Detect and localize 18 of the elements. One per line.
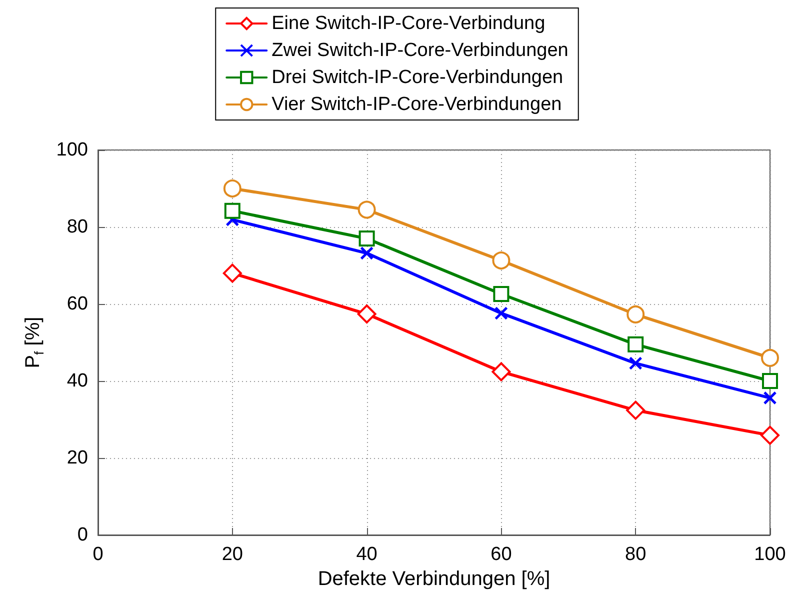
legend-label: Eine Switch-IP-Core-Verbindung	[272, 13, 546, 34]
x-tick-label: 100	[754, 544, 786, 565]
x-tick-label: 0	[92, 544, 104, 565]
x-tick-label: 80	[625, 544, 646, 565]
x-tick-label: 20	[222, 544, 243, 565]
y-tick-label: 80	[66, 216, 88, 238]
x-axis-title: Defekte Verbindungen [%]	[318, 568, 550, 590]
y-tick-label: 100	[56, 140, 88, 160]
y-tick-label: 20	[66, 448, 88, 468]
y-tick-label: 60	[66, 294, 88, 314]
y-tick-label: 0	[77, 524, 88, 546]
y-axis-title: Pf [%]	[22, 316, 46, 368]
legend-label: Zwei Switch-IP-Core-Verbindungen	[272, 40, 568, 61]
y-tick-label: 40	[66, 370, 88, 392]
legend-label: Drei Switch-IP-Core-Verbindungen	[272, 67, 564, 88]
x-tick-label: 60	[490, 544, 512, 565]
legend-label: Vier Switch-IP-Core-Verbindungen	[272, 94, 562, 115]
x-tick-label: 40	[356, 544, 378, 565]
